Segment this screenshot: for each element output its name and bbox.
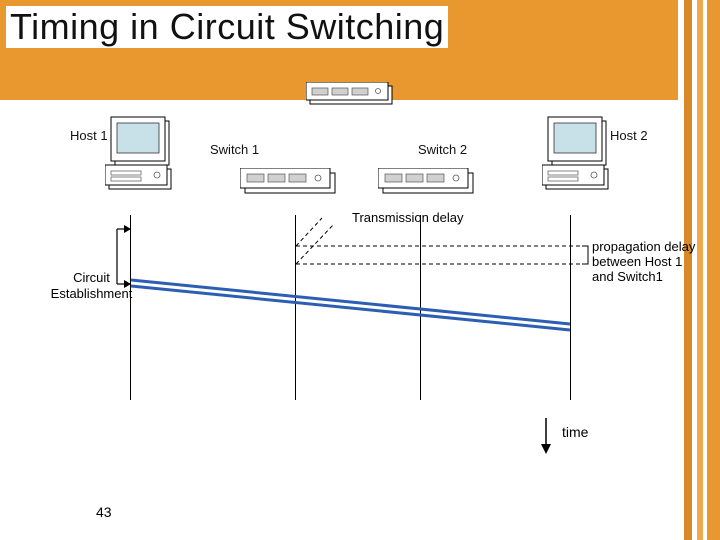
prop-delay-line2: between Host 1 bbox=[592, 255, 695, 270]
switch2-label: Switch 2 bbox=[418, 142, 467, 157]
propagation-delay-label: propagation delay between Host 1 and Swi… bbox=[592, 240, 695, 285]
circuit-establishment-label: Circuit Establishment bbox=[44, 270, 139, 301]
prop-delay-line3: and Switch1 bbox=[592, 270, 695, 285]
timeline-switch2 bbox=[420, 215, 421, 400]
switch1-icon bbox=[240, 168, 340, 201]
page-number: 43 bbox=[96, 504, 112, 520]
page-title: Timing in Circuit Switching bbox=[6, 6, 448, 48]
circuit-est-line1: Circuit bbox=[44, 270, 139, 286]
host2-icon bbox=[542, 115, 614, 193]
timeline-switch1 bbox=[295, 215, 296, 400]
switch-top-icon bbox=[306, 82, 396, 113]
host1-label: Host 1 bbox=[70, 128, 108, 143]
host2-label: Host 2 bbox=[610, 128, 648, 143]
transmission-delay-label: Transmission delay bbox=[352, 210, 464, 225]
switch1-label: Switch 1 bbox=[210, 142, 259, 157]
time-axis-label: time bbox=[562, 424, 588, 440]
timeline-host2 bbox=[570, 215, 571, 400]
prop-delay-line1: propagation delay bbox=[592, 240, 695, 255]
switch2-icon bbox=[378, 168, 478, 201]
host1-icon bbox=[105, 115, 177, 193]
circuit-est-line2: Establishment bbox=[44, 286, 139, 302]
timeline-host1 bbox=[130, 215, 131, 400]
